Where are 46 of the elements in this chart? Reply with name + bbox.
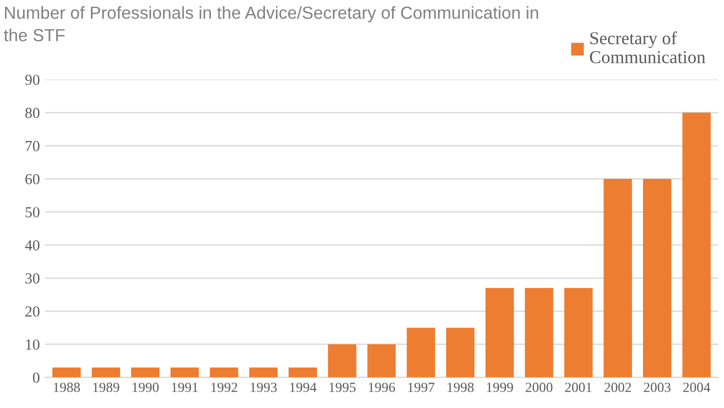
bar xyxy=(52,367,81,378)
bar xyxy=(682,112,711,378)
bar xyxy=(406,328,436,378)
x-tick-label: 2004 xyxy=(683,382,710,392)
x-tick-label: 1999 xyxy=(487,382,513,392)
y-tick-label: 40 xyxy=(25,240,40,250)
bar xyxy=(524,288,554,378)
bar xyxy=(249,367,278,378)
x-tick-label: 1997 xyxy=(408,382,434,392)
y-tick-label: 90 xyxy=(25,74,40,86)
bar xyxy=(328,344,356,378)
y-tick-label: 20 xyxy=(25,306,40,317)
bar xyxy=(131,367,160,378)
y-tick-label: 70 xyxy=(26,140,40,152)
x-tick-label: 1992 xyxy=(211,382,238,392)
bar xyxy=(643,178,672,378)
x-tick-label: 1998 xyxy=(448,382,474,392)
x-tick-label: 2000 xyxy=(526,382,552,392)
bar xyxy=(486,288,514,378)
bar xyxy=(170,367,199,378)
x-tick-label: 1994 xyxy=(290,382,316,392)
x-tick-label: 1996 xyxy=(368,382,396,392)
y-tick-label: 50 xyxy=(26,207,40,218)
bar xyxy=(288,367,317,378)
x-tick-label: 2001 xyxy=(565,382,592,392)
x-tick-label: 1990 xyxy=(132,382,159,392)
bar xyxy=(564,288,593,378)
y-tick-label: 0 xyxy=(32,372,40,383)
legend-label: Secretary of Communication xyxy=(590,31,706,64)
x-tick-label: 1988 xyxy=(54,382,80,392)
y-tick-label: 60 xyxy=(25,174,40,184)
bar xyxy=(604,178,632,378)
bar xyxy=(210,367,238,378)
x-tick-label: 2003 xyxy=(644,382,671,392)
y-tick-label: 10 xyxy=(26,339,40,350)
y-tick-label: 80 xyxy=(25,108,40,118)
y-tick-label: 30 xyxy=(25,273,40,284)
x-tick-label: 1995 xyxy=(330,382,356,392)
x-tick-label: 1993 xyxy=(250,382,277,392)
chart-title: Number of Professionals in the Advice/Secretary of Communication in the STF xyxy=(4,6,538,42)
x-tick-label: 1989 xyxy=(93,382,120,392)
x-tick-label: 2002 xyxy=(604,382,631,392)
bar xyxy=(92,367,120,378)
bar xyxy=(446,328,474,378)
bar xyxy=(367,344,396,378)
x-tick-label: 1991 xyxy=(172,382,198,392)
